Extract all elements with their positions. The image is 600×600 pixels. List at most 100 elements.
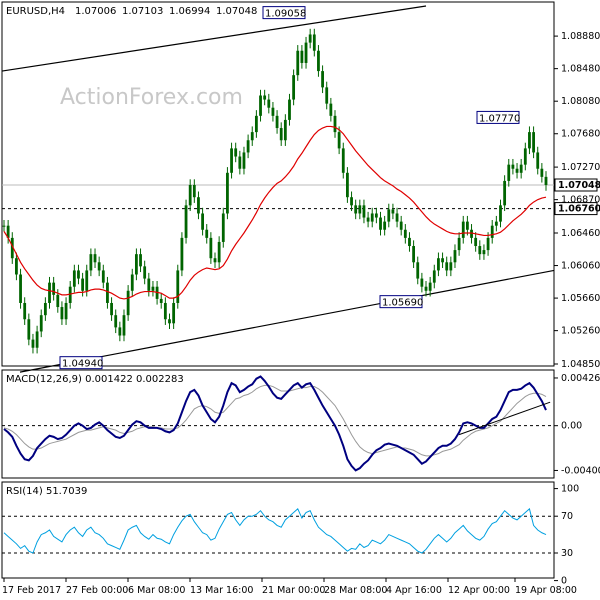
macd-tick-label: 0.00 <box>561 421 582 432</box>
time-tick-label: 12 Apr 00:00 <box>448 585 510 596</box>
price-annotation: 1.05690 <box>379 295 423 309</box>
candle-body <box>449 262 453 271</box>
current-price-box <box>554 178 598 192</box>
macd-label: MACD(12,26,9) 0.001422 0.002283 <box>6 374 184 385</box>
candle-body <box>134 254 138 275</box>
candle-body <box>308 34 312 43</box>
candle-body <box>250 132 254 141</box>
candle-body <box>139 254 142 267</box>
annotation-box <box>476 110 520 124</box>
candle-body <box>470 229 473 238</box>
price-tick-label: 1.08880 <box>561 31 600 42</box>
price-annotation: 1.09058 <box>262 6 306 20</box>
candle-body <box>93 254 97 263</box>
candle-body <box>205 229 209 238</box>
candle-body <box>126 290 130 316</box>
candle-body <box>536 152 540 169</box>
candle-body <box>43 302 47 316</box>
candle-body <box>130 274 134 291</box>
candle-body <box>267 99 271 108</box>
candle-body <box>151 286 155 291</box>
candle-body <box>366 217 370 222</box>
candle-body <box>101 270 105 283</box>
candle-body <box>15 258 18 275</box>
candle-body <box>201 213 204 230</box>
candle-body <box>118 327 122 336</box>
annotation-box <box>262 6 306 20</box>
price-tick-label: 1.08080 <box>561 96 600 107</box>
candle-body <box>188 185 192 206</box>
candle-body <box>494 221 498 226</box>
candle-body <box>31 339 35 348</box>
candle-body <box>56 294 60 308</box>
rsi-tick-label: 0 <box>561 576 567 587</box>
high-value: 1.07103 <box>122 6 163 17</box>
candle-body <box>544 176 548 185</box>
candle-body <box>486 237 490 251</box>
annotation-label: 1.09058 <box>265 9 306 20</box>
candle-body <box>511 164 515 169</box>
rsi-panel-frame <box>1 481 555 579</box>
rsi-line <box>3 507 547 554</box>
candle-body <box>106 282 109 303</box>
candle-body <box>213 258 217 263</box>
candle-body <box>379 217 382 230</box>
price-annotation: 1.07770 <box>476 110 520 124</box>
candle-body <box>325 87 329 104</box>
candle-body <box>122 315 126 336</box>
candle-body <box>317 50 320 72</box>
macd-panel-frame <box>1 369 555 479</box>
candle-body <box>48 282 51 303</box>
current-price-label: 1.07048 <box>558 180 600 191</box>
candle-body <box>453 250 457 263</box>
candle-body <box>399 221 403 230</box>
watermark: ActionForex.com <box>60 85 243 110</box>
candle-body <box>68 286 72 303</box>
candle-body <box>159 298 163 303</box>
price-tick-label: 1.06870 <box>561 195 600 206</box>
candle-body <box>499 205 502 222</box>
candle-body <box>81 278 85 291</box>
candle-body <box>27 319 31 340</box>
macd-tick-label: 0.004266 <box>561 373 600 384</box>
price-tick-label: 1.05660 <box>561 293 600 304</box>
candle-body <box>221 213 225 242</box>
candle-body <box>321 71 324 88</box>
annotation-label: 1.04940 <box>62 359 103 370</box>
candle-body <box>288 99 291 120</box>
candle-body <box>300 50 304 63</box>
candle-body <box>192 185 196 198</box>
candle-body <box>172 302 176 324</box>
candle-body <box>387 209 391 222</box>
candle-body <box>209 237 213 259</box>
time-tick-label: 19 Apr 08:00 <box>515 585 577 596</box>
candle-body <box>217 241 221 263</box>
macd-line <box>3 375 547 472</box>
candle-body <box>226 172 229 214</box>
channel-lower-line <box>19 269 555 373</box>
candle-body <box>304 42 308 63</box>
channel-upper-line <box>1 5 427 72</box>
candle-body <box>114 315 118 328</box>
candle-body <box>503 180 507 206</box>
candle-body <box>403 229 407 238</box>
moving-average-line <box>3 125 547 300</box>
candle-body <box>242 152 246 169</box>
candle-body <box>346 172 349 198</box>
candle-body <box>312 34 316 51</box>
candle-body <box>39 315 43 332</box>
price-tick-label: 1.08480 <box>561 64 600 75</box>
candle-body <box>143 266 147 279</box>
time-tick-label: 17 Feb 2017 <box>2 585 61 596</box>
symbol-label: EURUSD,H4 <box>6 6 65 17</box>
time-tick-label: 28 Mar 08:00 <box>324 585 387 596</box>
candle-body <box>60 307 64 320</box>
candle-body <box>437 258 440 271</box>
time-tick-label: 21 Mar 00:00 <box>262 585 325 596</box>
candle-body <box>416 262 420 279</box>
candle-body <box>474 237 478 247</box>
rsi-tick-label: 30 <box>561 548 573 559</box>
candle-body <box>354 205 358 214</box>
candle-body <box>333 115 337 133</box>
